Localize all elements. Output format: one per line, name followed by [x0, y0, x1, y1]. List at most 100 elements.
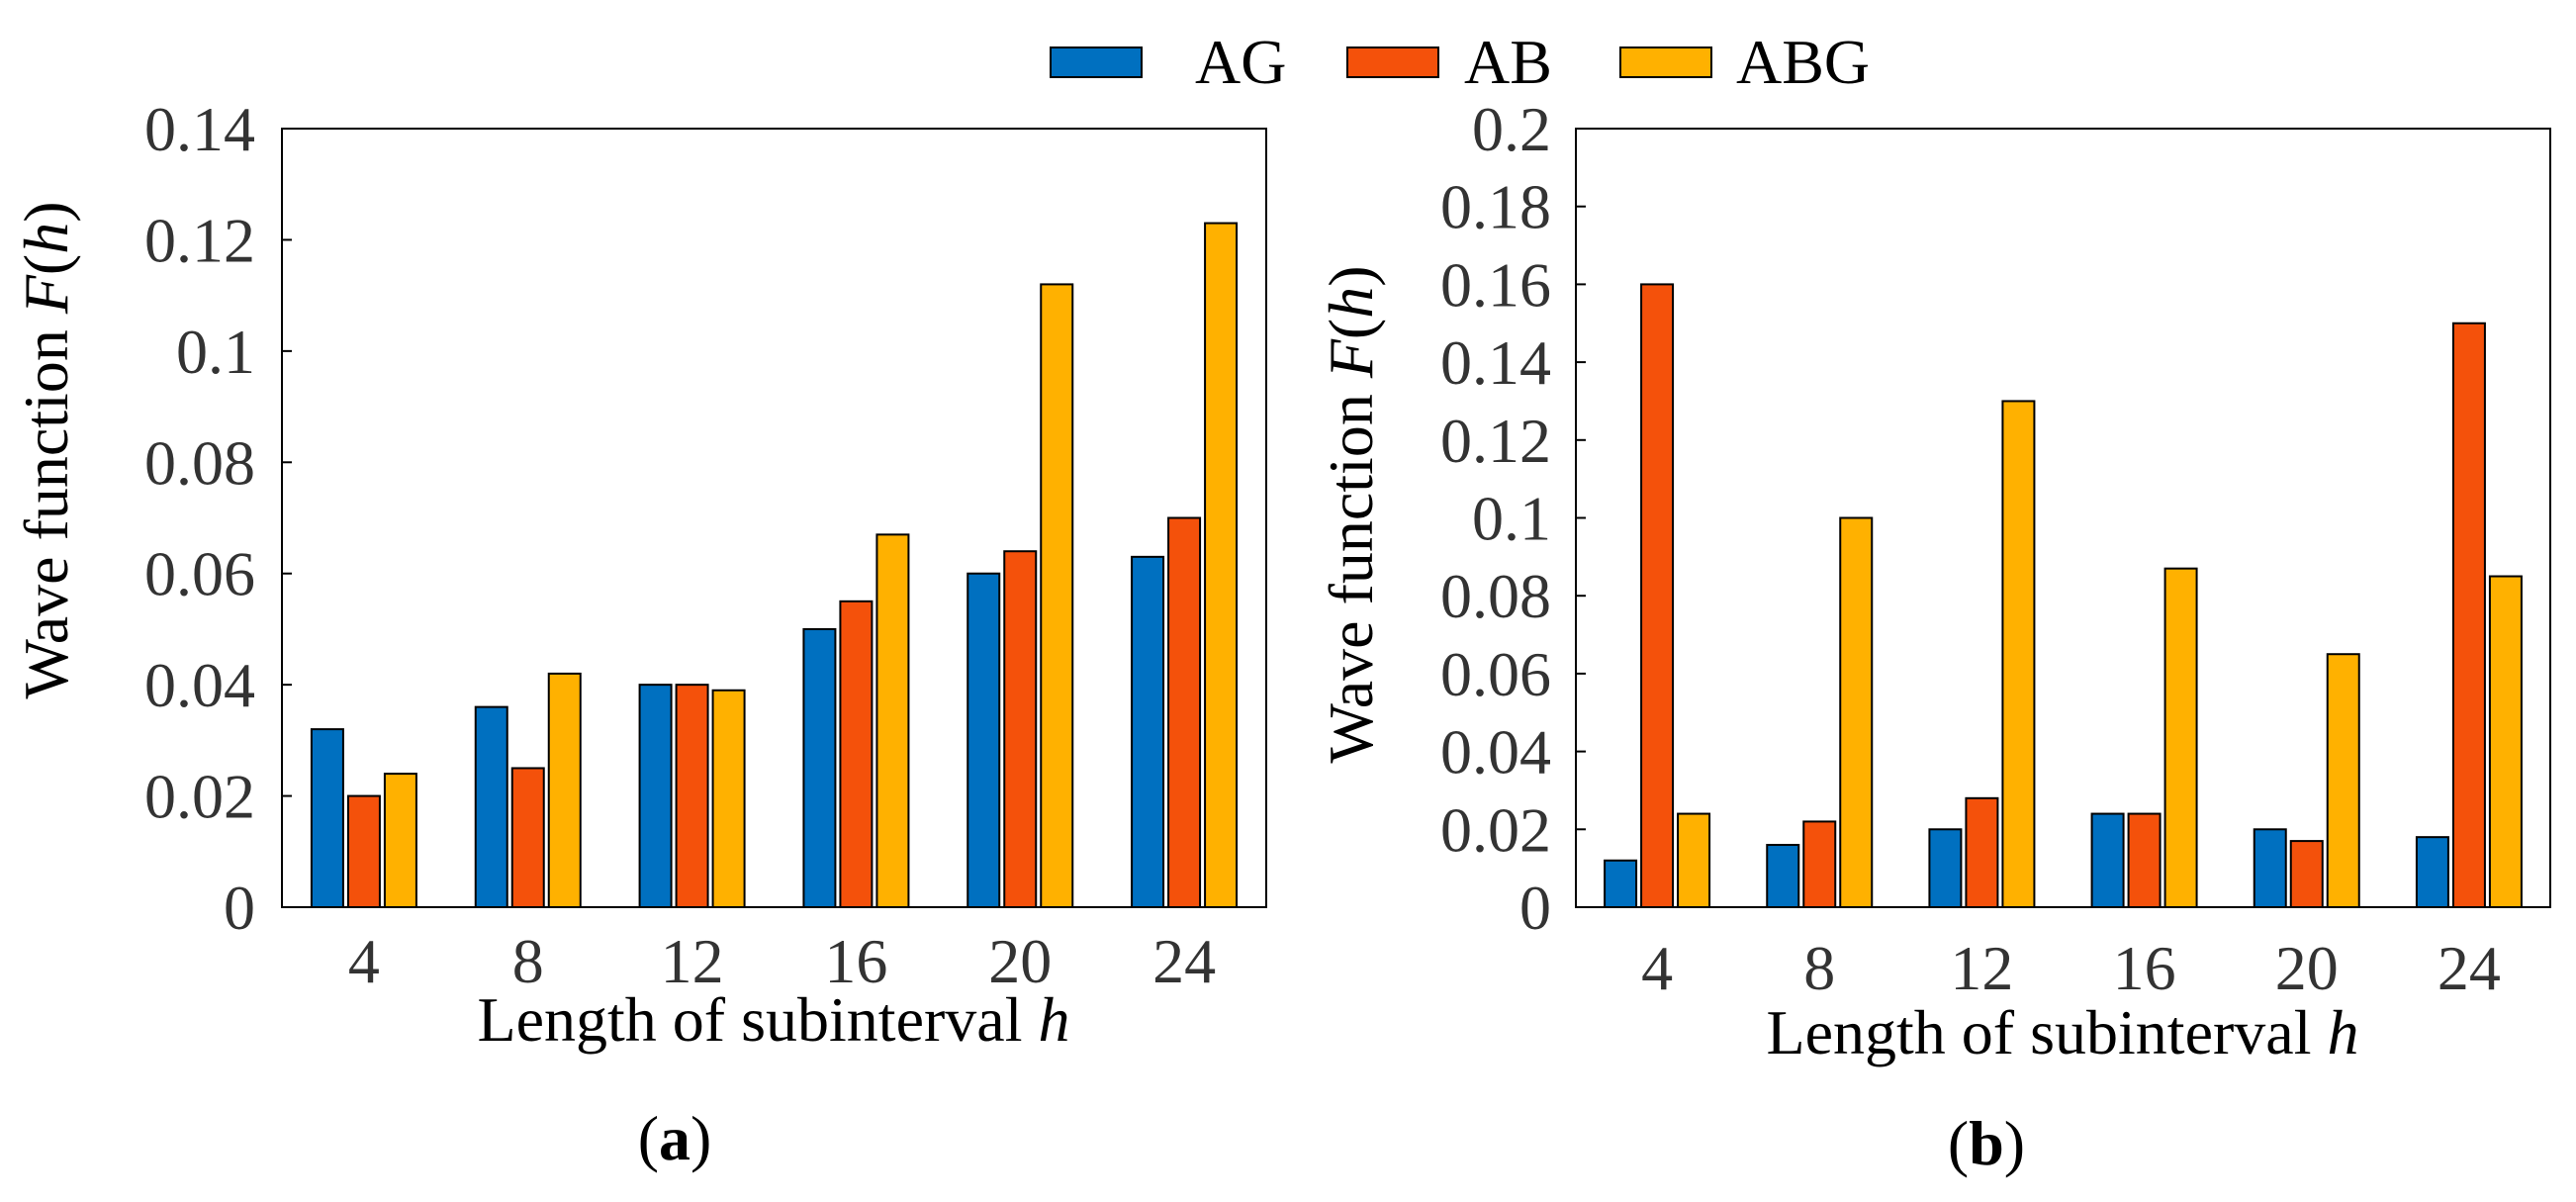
- y-axis-label-part: Wave function: [11, 314, 81, 698]
- bar-ag-h16: [802, 627, 837, 909]
- x-tick-label: 24: [2438, 933, 2501, 1003]
- y-axis-label-part: h: [11, 223, 81, 254]
- caption-paren-open: (: [1948, 1108, 1969, 1178]
- bar-ab-h20: [1003, 550, 1038, 908]
- bar-ab-h8: [1802, 820, 1837, 908]
- y-axis-label-part: (: [1316, 319, 1386, 339]
- bar-ab-h24: [1167, 516, 1202, 908]
- bar-abg-h16: [875, 533, 910, 908]
- y-tick-label: 0.1: [1472, 484, 1551, 554]
- bar-ag-h24: [2415, 836, 2449, 908]
- y-tick-label: 0.2: [1472, 94, 1551, 164]
- bar-ab-h16: [2127, 812, 2162, 908]
- bar-ab-h20: [2289, 840, 2324, 908]
- x-tick-label: 24: [1152, 926, 1216, 996]
- x-axis-label-text: Length of subinterval: [478, 984, 1039, 1055]
- y-tick-label: 0.12: [144, 205, 255, 275]
- bar-ag-h16: [2090, 812, 2125, 908]
- y-tick-label: 0.02: [144, 762, 255, 832]
- x-tick-label: 8: [512, 926, 544, 996]
- x-tick-label: 12: [1950, 933, 2013, 1003]
- y-tick-label: 0.06: [1440, 639, 1551, 709]
- x-tick-label: 4: [348, 926, 380, 996]
- bar-ab-h16: [839, 600, 874, 908]
- bar-abg-h24: [1204, 222, 1239, 909]
- plot-frame: [281, 128, 1267, 908]
- legend-swatch-ag: [1050, 46, 1143, 78]
- y-axis-label-part: Wave function: [1316, 378, 1386, 763]
- y-tick-label: 0.18: [1440, 172, 1551, 242]
- y-axis-label-part: ): [11, 201, 81, 222]
- bar-ab-h12: [1965, 796, 1999, 909]
- bar-ab-h4: [1640, 283, 1675, 908]
- legend-label-ag: AG: [1195, 27, 1286, 97]
- bar-ag-h8: [474, 705, 508, 909]
- y-tick-label: 0.14: [1440, 327, 1551, 398]
- y-tick-label: 0.04: [1440, 717, 1551, 787]
- y-tick-label: 0.02: [1440, 794, 1551, 865]
- bar-ag-h20: [2253, 828, 2287, 908]
- legend-swatch-abg: [1619, 46, 1712, 78]
- y-tick-label: 0.14: [144, 94, 255, 164]
- y-axis-label-part: (: [11, 254, 81, 275]
- x-tick-label: 20: [2275, 933, 2339, 1003]
- y-axis-label-part: F: [1316, 338, 1386, 379]
- caption-paren-open: (: [638, 1103, 659, 1173]
- plot-frame: [1575, 128, 2551, 908]
- bar-abg-h20: [2326, 653, 2360, 908]
- bar-ab-h12: [675, 684, 709, 909]
- bar-ag-h8: [1766, 844, 1800, 908]
- y-tick-label: 0.1: [176, 317, 255, 387]
- bar-abg-h4: [383, 773, 417, 908]
- y-axis-label-part: ): [1316, 265, 1386, 286]
- y-tick-label: 0.08: [144, 427, 255, 498]
- y-axis-label-part: F: [11, 274, 81, 315]
- bar-ag-h12: [638, 684, 673, 909]
- x-axis-label: Length of subinterval h: [1767, 997, 2359, 1067]
- bar-abg-h24: [2488, 575, 2523, 909]
- caption-letter: b: [1969, 1108, 2004, 1178]
- bar-ag-h12: [1928, 828, 1963, 908]
- bar-ag-h4: [1604, 859, 1638, 909]
- x-tick-label: 8: [1803, 933, 1835, 1003]
- x-axis-label-var: h: [1038, 984, 1069, 1055]
- bar-abg-h20: [1040, 283, 1074, 908]
- legend-label-ab: AB: [1464, 27, 1552, 97]
- bar-ab-h8: [510, 767, 545, 909]
- x-axis-label: Length of subinterval h: [478, 984, 1070, 1055]
- bar-ag-h20: [966, 572, 1001, 908]
- legend-swatch-ab: [1346, 46, 1439, 78]
- legend-label-abg: ABG: [1736, 27, 1870, 97]
- x-tick-label: 12: [661, 926, 724, 996]
- x-tick-label: 20: [988, 926, 1052, 996]
- caption-letter: a: [659, 1103, 690, 1173]
- panel-caption: (a): [638, 1103, 712, 1173]
- y-tick-label: 0.04: [144, 650, 255, 720]
- y-tick-label: 0.12: [1440, 406, 1551, 476]
- bar-ab-h24: [2451, 322, 2486, 908]
- y-tick-label: 0: [224, 873, 255, 943]
- bar-abg-h16: [2163, 567, 2198, 909]
- legend: AG AB ABG: [1050, 27, 1870, 97]
- x-tick-label: 4: [1641, 933, 1673, 1003]
- bar-ag-h4: [310, 728, 344, 908]
- bar-abg-h8: [1839, 516, 1874, 908]
- x-axis-label-text: Length of subinterval: [1767, 997, 2328, 1067]
- caption-paren-close: ): [690, 1103, 711, 1173]
- y-axis-label: Wave function F(h): [11, 201, 81, 698]
- y-tick-label: 0.08: [1440, 561, 1551, 631]
- panel-caption: (b): [1948, 1108, 2025, 1178]
- bar-abg-h4: [1677, 812, 1711, 908]
- bar-abg-h12: [711, 689, 746, 908]
- y-axis-label: Wave function F(h): [1316, 265, 1386, 763]
- x-axis-label-var: h: [2327, 997, 2358, 1067]
- y-tick-label: 0.06: [144, 539, 255, 609]
- y-tick-label: 0: [1519, 873, 1551, 943]
- chart-panel-b: 0 0.020.04 0.06 0.080.1 0.12 0.140.160.18 0.2 4…: [1316, 94, 2551, 1178]
- y-axis-label-part: h: [1316, 287, 1386, 319]
- bar-ag-h24: [1131, 555, 1165, 908]
- chart-panel-a: 0 0.02 0.04 0.06 0.08 0.1 0.12 0.14 4 8 12 16 20 24 Le…: [11, 94, 1267, 1173]
- x-tick-label: 16: [2113, 933, 2176, 1003]
- y-tick-label: 0.16: [1440, 249, 1551, 320]
